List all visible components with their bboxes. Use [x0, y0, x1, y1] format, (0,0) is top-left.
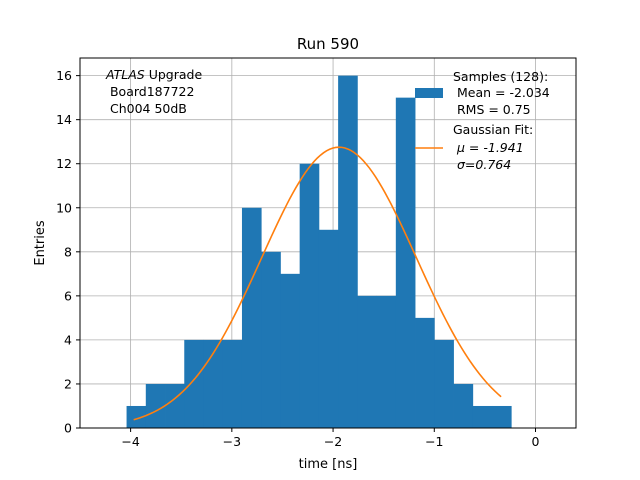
- histogram-bar: [126, 405, 147, 428]
- x-tick-label: 0: [532, 434, 540, 449]
- histogram-bar: [261, 251, 281, 428]
- y-tick-label: 14: [56, 112, 72, 127]
- legend-samples-mean: Mean = -2.034: [453, 85, 550, 100]
- chart-title: Run 590: [297, 35, 359, 53]
- legend-fit-mu: μ = -1.941: [456, 140, 524, 155]
- histogram-bar: [145, 383, 166, 428]
- y-tick-label: 16: [56, 68, 72, 83]
- info-line-1: ATLAS Upgrade: [105, 67, 202, 82]
- x-tick-label: −2: [324, 434, 342, 449]
- legend-fit-sigma: σ=0.764: [457, 157, 511, 172]
- info-line-3: Ch004 50dB: [106, 101, 187, 116]
- y-tick-label: 2: [64, 376, 72, 391]
- histogram-bar: [165, 383, 185, 428]
- y-tick-label: 12: [56, 156, 72, 171]
- histogram-bar: [395, 97, 416, 429]
- plot-frame: [79, 57, 577, 429]
- histogram-bar: [318, 229, 339, 428]
- histogram-bar: [184, 339, 204, 428]
- histogram-bar: [434, 339, 454, 428]
- x-tick-label: −1: [425, 434, 443, 449]
- x-tick-label: −4: [121, 434, 139, 449]
- y-axis-label: Entries: [33, 220, 48, 266]
- y-tick-label: 6: [64, 288, 72, 303]
- histogram-bar: [241, 207, 262, 428]
- y-tick-label: 10: [56, 200, 72, 215]
- info-line-2: Board187722: [106, 84, 194, 99]
- info-upgrade: Upgrade: [145, 67, 203, 82]
- histogram-bar: [299, 163, 320, 428]
- info-text-block: ATLAS Upgrade Board187722 Ch004 50dB: [105, 67, 202, 116]
- histogram-bar: [357, 295, 377, 428]
- x-axis-ticks: −4 −3 −2 −1 0: [121, 428, 540, 449]
- info-atlas: ATLAS: [105, 67, 145, 82]
- x-tick-label: −3: [223, 434, 241, 449]
- legend-samples-swatch: [415, 88, 443, 98]
- legend: Samples (128): Mean = -2.034 RMS = 0.75 …: [415, 69, 550, 172]
- histogram-bar: [222, 339, 243, 428]
- y-tick-label: 4: [64, 332, 72, 347]
- gaussian-fit-curve: [133, 146, 502, 421]
- histogram-bar: [453, 383, 474, 428]
- y-axis-ticks: 0 2 4 6 8 10 12 14 16: [56, 68, 80, 436]
- y-tick-label: 8: [64, 244, 72, 259]
- legend-samples-rms: RMS = 0.75: [453, 102, 531, 117]
- histogram-bar: [376, 295, 397, 428]
- histogram-bar: [472, 405, 493, 428]
- legend-fit-title: Gaussian Fit:: [453, 122, 533, 137]
- histogram-bars: [126, 75, 512, 429]
- histogram-bar: [338, 75, 358, 428]
- histogram-bar: [280, 273, 301, 428]
- histogram-bar: [491, 405, 512, 428]
- legend-samples-title: Samples (128):: [453, 69, 548, 84]
- histogram-bar: [415, 317, 435, 428]
- y-tick-label: 0: [64, 421, 72, 436]
- x-axis-label: time [ns]: [299, 457, 358, 472]
